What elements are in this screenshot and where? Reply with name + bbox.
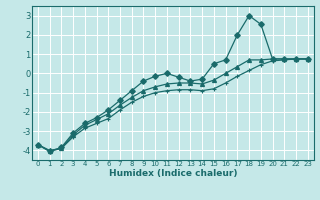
X-axis label: Humidex (Indice chaleur): Humidex (Indice chaleur) xyxy=(108,169,237,178)
